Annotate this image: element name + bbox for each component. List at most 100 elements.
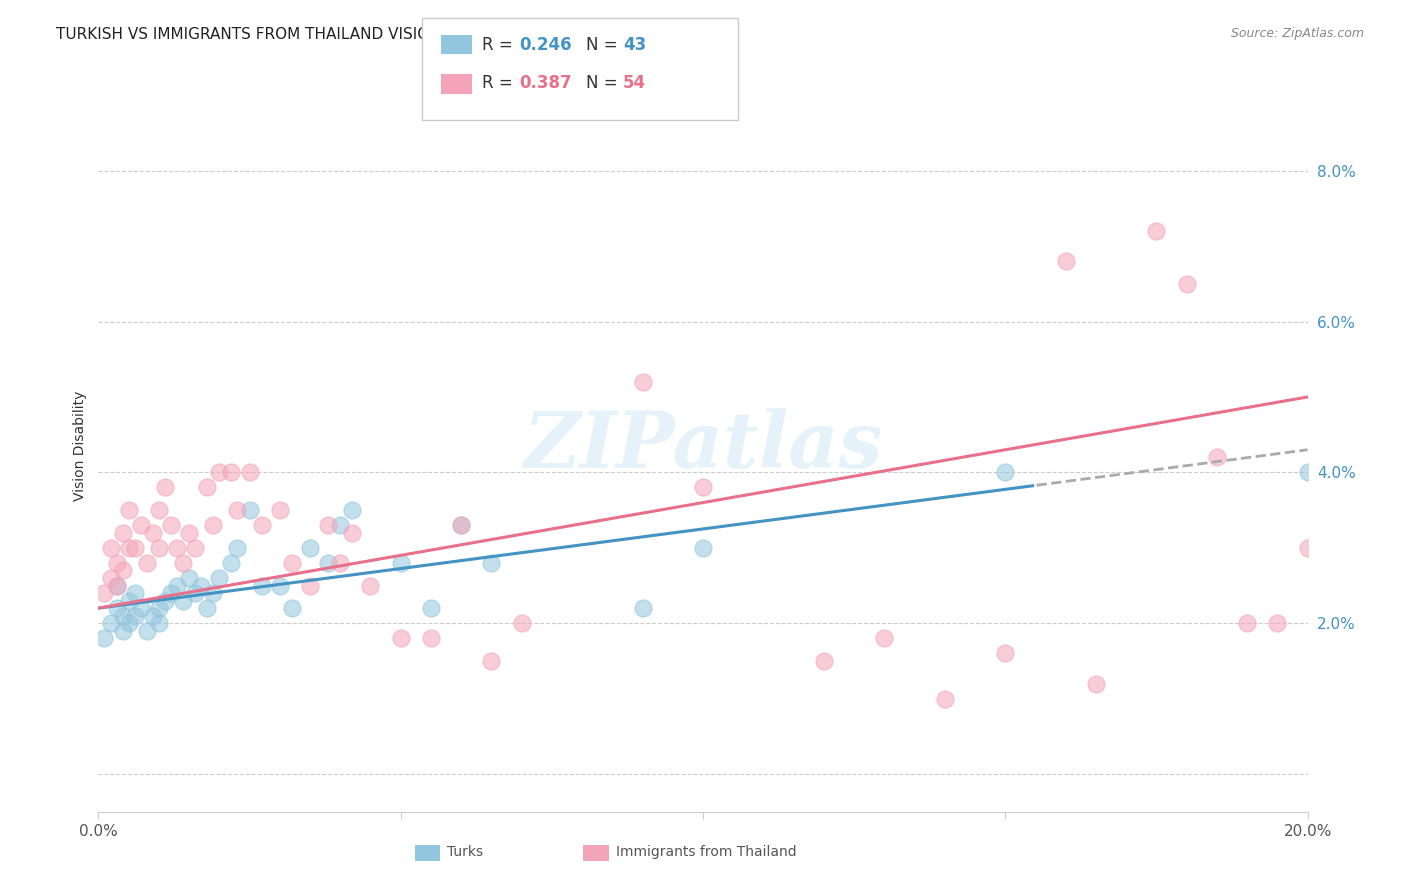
Point bbox=[118, 616, 141, 631]
Point bbox=[994, 646, 1017, 660]
Point bbox=[111, 525, 134, 540]
Point bbox=[105, 578, 128, 592]
Point bbox=[208, 571, 231, 585]
Point bbox=[153, 480, 176, 494]
Point bbox=[239, 466, 262, 480]
Point bbox=[148, 616, 170, 631]
Point bbox=[1296, 541, 1319, 555]
Point bbox=[342, 503, 364, 517]
Y-axis label: Vision Disability: Vision Disability bbox=[73, 391, 87, 501]
Point bbox=[316, 518, 339, 533]
Point bbox=[172, 556, 194, 570]
Point bbox=[389, 556, 412, 570]
Point bbox=[342, 525, 364, 540]
Point bbox=[202, 518, 225, 533]
Point bbox=[111, 624, 134, 638]
Point bbox=[118, 541, 141, 555]
Point bbox=[481, 556, 503, 570]
Point bbox=[142, 608, 165, 623]
Text: Turks: Turks bbox=[447, 845, 484, 859]
Point bbox=[813, 654, 835, 668]
Point bbox=[148, 601, 170, 615]
Point bbox=[329, 556, 352, 570]
Point bbox=[250, 518, 273, 533]
Point bbox=[100, 541, 122, 555]
Point bbox=[160, 518, 183, 533]
Point bbox=[994, 466, 1017, 480]
Point bbox=[510, 616, 533, 631]
Point bbox=[166, 578, 188, 592]
Point bbox=[184, 586, 207, 600]
Point bbox=[105, 556, 128, 570]
Point bbox=[202, 586, 225, 600]
Point bbox=[239, 503, 262, 517]
Point bbox=[692, 541, 714, 555]
Text: 54: 54 bbox=[623, 74, 645, 92]
Text: 43: 43 bbox=[623, 37, 647, 54]
Point bbox=[481, 654, 503, 668]
Text: 0.387: 0.387 bbox=[519, 74, 571, 92]
Point bbox=[1054, 254, 1077, 268]
Point bbox=[190, 578, 212, 592]
Point bbox=[269, 578, 291, 592]
Point bbox=[124, 586, 146, 600]
Point bbox=[129, 518, 152, 533]
Point bbox=[221, 466, 243, 480]
Point bbox=[195, 480, 218, 494]
Point bbox=[389, 632, 412, 646]
Point bbox=[93, 632, 115, 646]
Point bbox=[420, 601, 443, 615]
Point bbox=[692, 480, 714, 494]
Point bbox=[179, 525, 201, 540]
Point bbox=[1085, 676, 1108, 690]
Point bbox=[111, 608, 134, 623]
Point bbox=[124, 541, 146, 555]
Text: R =: R = bbox=[482, 37, 519, 54]
Text: 0.246: 0.246 bbox=[519, 37, 571, 54]
Point bbox=[450, 518, 472, 533]
Point bbox=[100, 571, 122, 585]
Point bbox=[450, 518, 472, 533]
Point bbox=[299, 578, 322, 592]
Point bbox=[135, 556, 157, 570]
Point bbox=[118, 593, 141, 607]
Point bbox=[153, 593, 176, 607]
Point bbox=[329, 518, 352, 533]
Text: N =: N = bbox=[586, 74, 623, 92]
Text: ZIPatlas: ZIPatlas bbox=[523, 408, 883, 484]
Point bbox=[873, 632, 896, 646]
Point bbox=[1144, 224, 1167, 238]
Point bbox=[184, 541, 207, 555]
Point bbox=[105, 578, 128, 592]
Point bbox=[208, 466, 231, 480]
Point bbox=[148, 541, 170, 555]
Point bbox=[142, 525, 165, 540]
Point bbox=[631, 601, 654, 615]
Point bbox=[269, 503, 291, 517]
Point bbox=[160, 586, 183, 600]
Text: TURKISH VS IMMIGRANTS FROM THAILAND VISION DISABILITY CORRELATION CHART: TURKISH VS IMMIGRANTS FROM THAILAND VISI… bbox=[56, 27, 699, 42]
Text: Immigrants from Thailand: Immigrants from Thailand bbox=[616, 845, 796, 859]
Point bbox=[360, 578, 382, 592]
Point bbox=[179, 571, 201, 585]
Point bbox=[221, 556, 243, 570]
Point bbox=[105, 601, 128, 615]
Point bbox=[129, 601, 152, 615]
Point bbox=[93, 586, 115, 600]
Point bbox=[299, 541, 322, 555]
Point bbox=[118, 503, 141, 517]
Point bbox=[135, 624, 157, 638]
Point bbox=[1206, 450, 1229, 465]
Point bbox=[281, 601, 304, 615]
Point bbox=[1236, 616, 1258, 631]
Point bbox=[934, 691, 956, 706]
Point bbox=[420, 632, 443, 646]
Text: N =: N = bbox=[586, 37, 623, 54]
Point bbox=[166, 541, 188, 555]
Text: R =: R = bbox=[482, 74, 519, 92]
Point bbox=[226, 503, 249, 517]
Point bbox=[631, 375, 654, 389]
Point bbox=[1175, 277, 1198, 291]
Point bbox=[148, 503, 170, 517]
Point bbox=[1267, 616, 1289, 631]
